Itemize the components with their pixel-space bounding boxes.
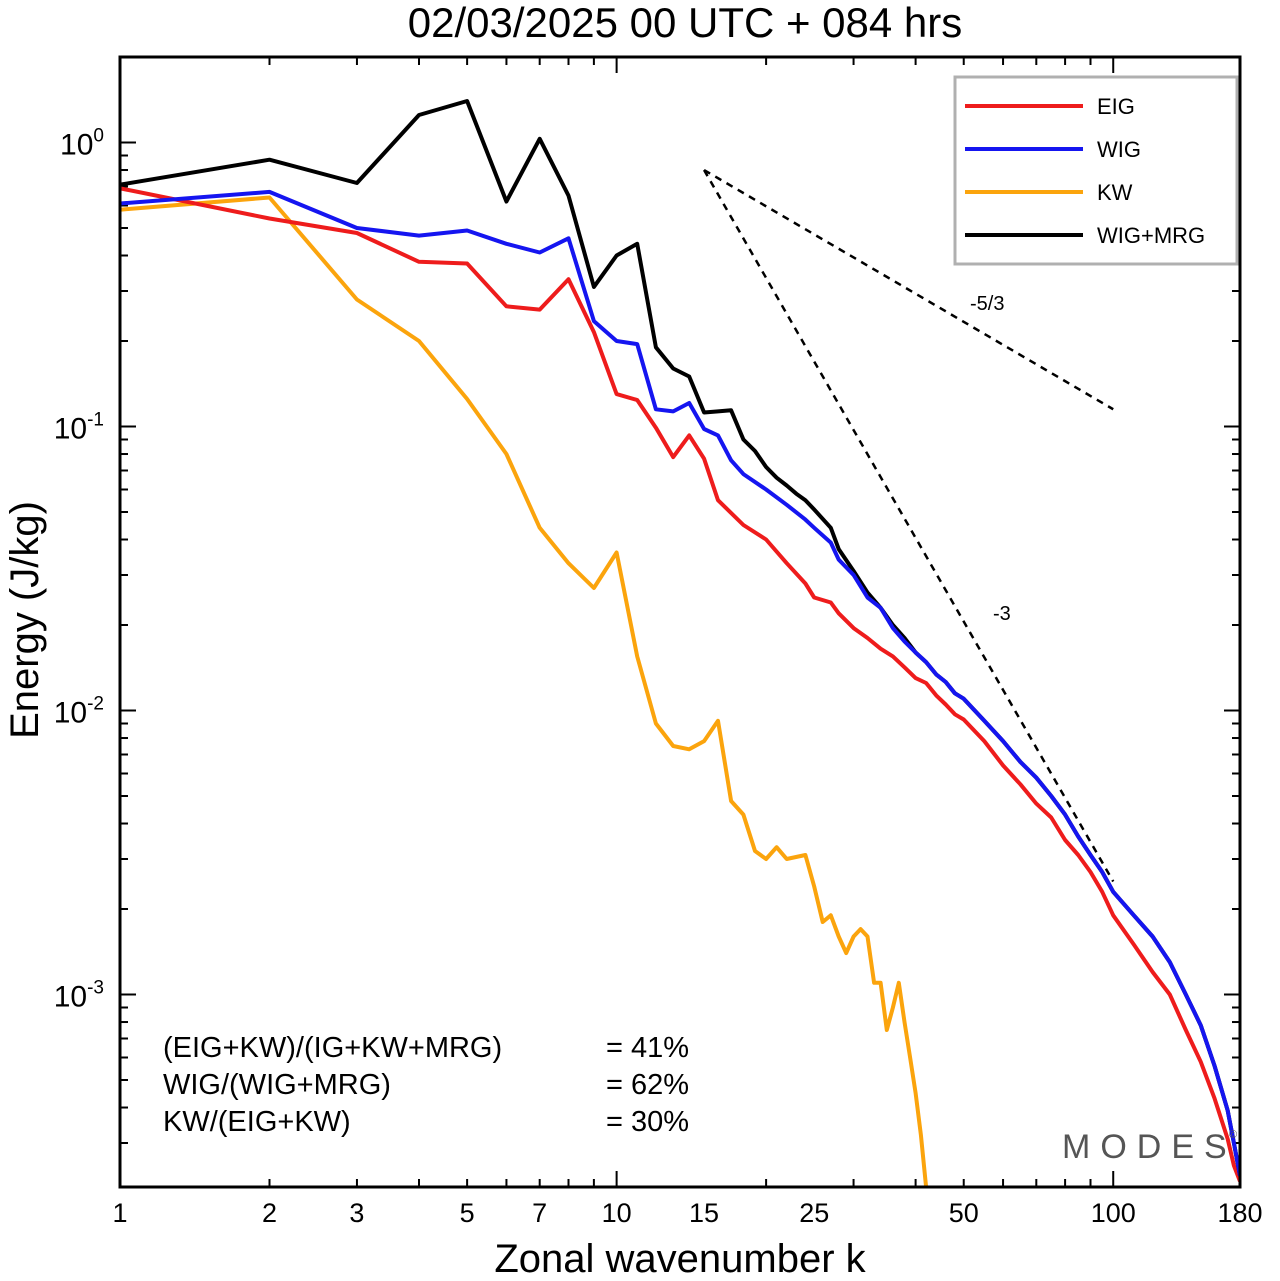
x-tick-label: 7	[532, 1198, 547, 1228]
series-layer	[120, 99, 1240, 1187]
series-line-wig	[120, 189, 1240, 1177]
y-tick-label: 10-2	[54, 694, 104, 730]
legend-label: WIG	[1097, 137, 1141, 162]
series-line-eig	[120, 186, 1240, 1183]
y-tick-exponent: -2	[87, 694, 104, 715]
x-tick-label: 3	[349, 1198, 364, 1228]
legend-box	[953, 75, 1239, 266]
y-tick-label: 10-3	[54, 978, 104, 1014]
x-tick-label: 10	[602, 1198, 632, 1228]
slope-line	[703, 168, 1114, 411]
y-tick-base: 10	[60, 128, 93, 161]
x-tick-labels: 1 2 3 5 7 10 15 25 50 100 180	[112, 1198, 1262, 1228]
x-tick-label: 180	[1217, 1198, 1262, 1228]
y-tick-base: 10	[54, 981, 87, 1014]
y-tick-exponent: -3	[87, 978, 104, 999]
y-tick-base: 10	[54, 697, 87, 730]
legend-label: WIG+MRG	[1097, 223, 1205, 248]
series-line-kw	[120, 195, 929, 1187]
legend-label: KW	[1097, 180, 1133, 205]
watermark-mark: ©	[1229, 1129, 1237, 1141]
chart-title: 02/03/2025 00 UTC + 084 hrs	[408, 0, 963, 46]
ratio-label: KW/(EIG+KW)	[163, 1106, 351, 1138]
watermark-text: MODES	[1062, 1128, 1237, 1166]
ratio-value: = 30%	[606, 1106, 689, 1138]
x-tick-label: 15	[689, 1198, 719, 1228]
x-tick-label: 2	[262, 1198, 277, 1228]
y-tick-label: 10-1	[54, 409, 104, 445]
y-tick-label: 100	[60, 125, 104, 161]
ratio-value: = 41%	[606, 1032, 689, 1064]
x-tick-label: 1	[112, 1198, 127, 1228]
legend: EIG WIG KW WIG+MRG	[953, 75, 1239, 266]
slope-label: -5/3	[970, 293, 1004, 315]
ratio-annotations: (EIG+KW)/(IG+KW+MRG) = 41% WIG/(WIG+MRG) = …	[163, 1032, 689, 1138]
x-tick-label: 100	[1091, 1198, 1136, 1228]
y-axis-label: Energy (J/kg)	[3, 501, 47, 739]
ratio-label: WIG/(WIG+MRG)	[163, 1069, 391, 1101]
plot-frame	[118, 55, 1242, 1189]
x-tick-label: 25	[799, 1198, 829, 1228]
y-tick-exponent: -1	[87, 409, 104, 430]
slope-line	[702, 169, 1115, 883]
modes-watermark: MODES ©	[1062, 1128, 1237, 1166]
x-tick-label: 5	[460, 1198, 475, 1228]
x-tick-label: 50	[949, 1198, 979, 1228]
slope-label: -3	[993, 603, 1011, 625]
x-axis-label: Zonal wavenumber k	[494, 1237, 866, 1281]
reference-slopes: -5/3 -3	[702, 168, 1115, 883]
legend-label: EIG	[1097, 94, 1135, 119]
y-tick-base: 10	[54, 412, 87, 445]
ratio-label: (EIG+KW)/(IG+KW+MRG)	[163, 1032, 502, 1064]
y-tick-exponent: 0	[93, 125, 104, 146]
ratio-value: = 62%	[606, 1069, 689, 1101]
